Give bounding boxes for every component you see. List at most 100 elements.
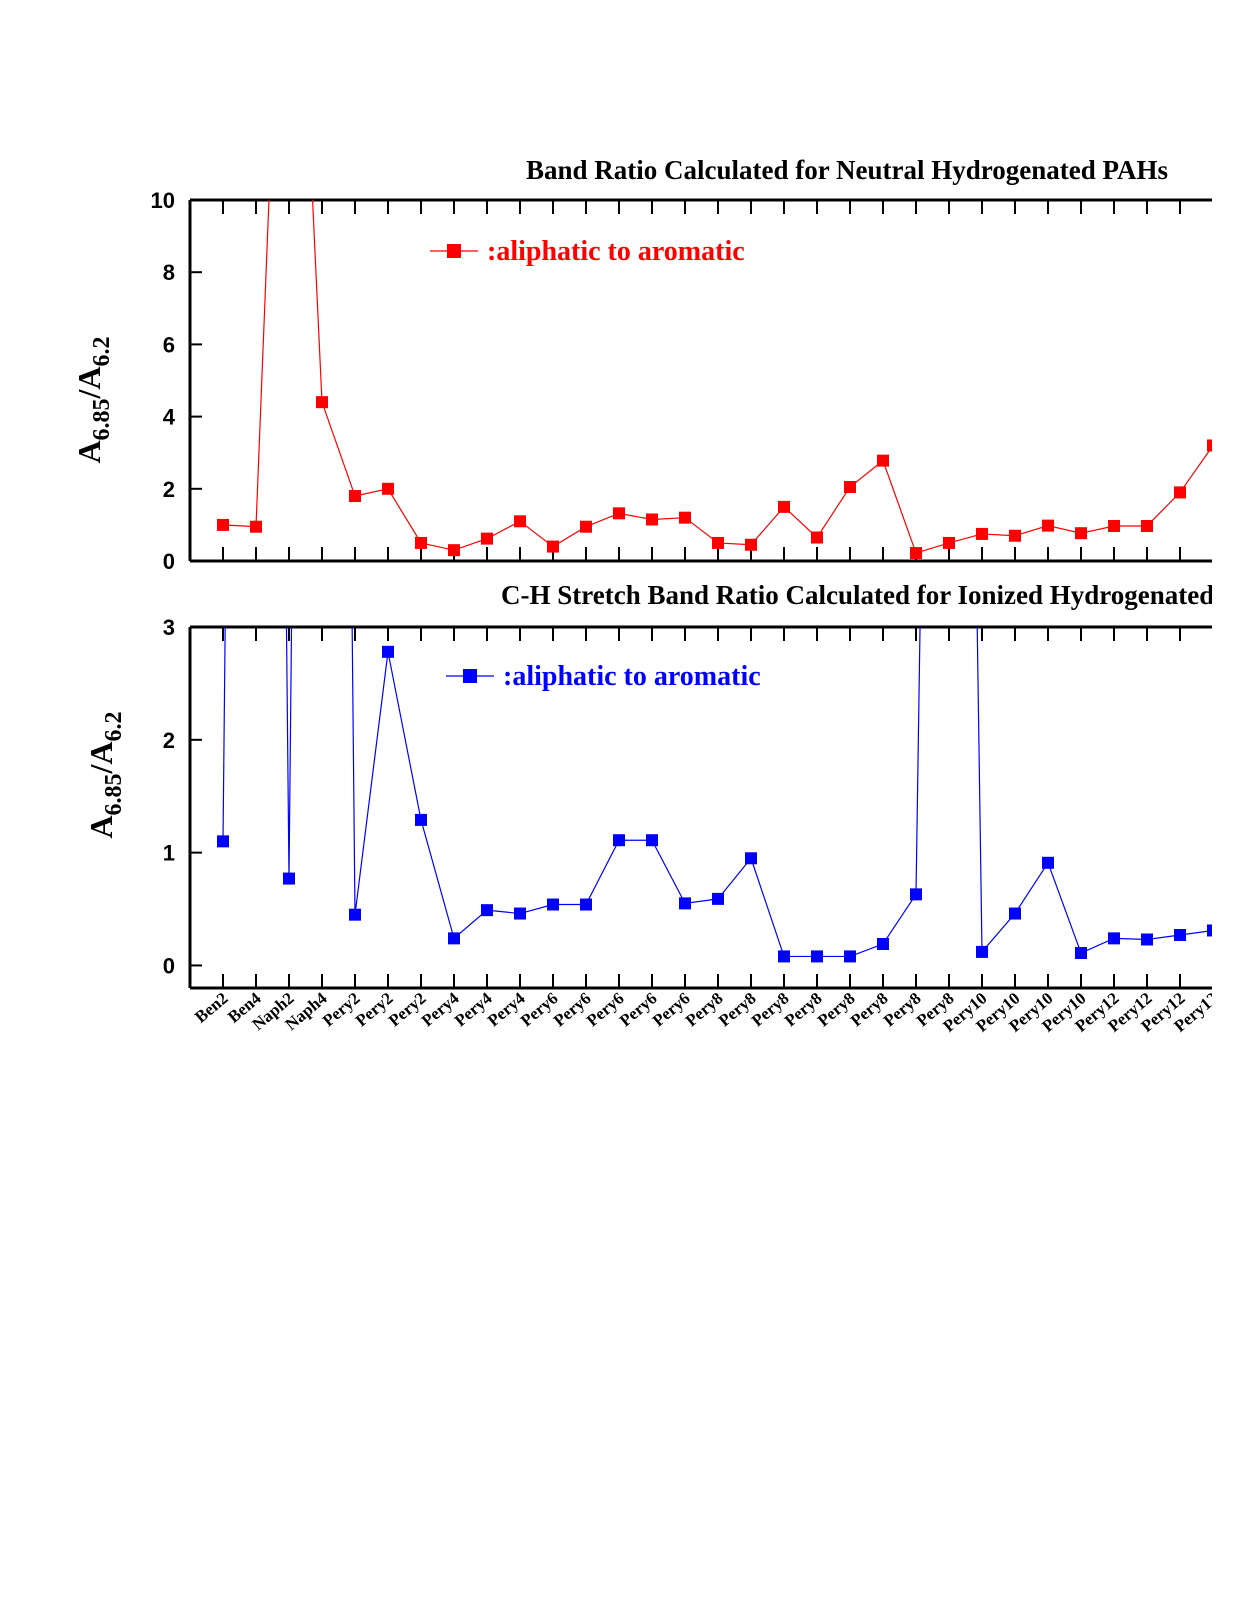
x-tick-label: Pery8 (880, 989, 925, 1031)
point (943, 536, 955, 549)
x-tick-label: Pery8 (715, 989, 760, 1031)
point (481, 532, 493, 545)
point (217, 518, 229, 531)
legend-label: :aliphatic to aromatic (487, 236, 745, 267)
point (646, 834, 658, 847)
point (1075, 947, 1087, 960)
y-axis-label: A6.85/A6.2 (83, 711, 127, 838)
point (1174, 928, 1186, 941)
point (712, 536, 724, 549)
y-tick-label: 3 (163, 615, 175, 640)
point (646, 513, 658, 526)
point (877, 938, 889, 951)
point (349, 908, 361, 921)
label-part: A (71, 440, 107, 463)
point (613, 834, 625, 847)
subscript: 6.2 (101, 711, 127, 741)
x-tick-label: Pery2 (352, 989, 397, 1031)
point (514, 515, 526, 528)
chart-title: Band Ratio Calculated for Neutral Hydrog… (526, 155, 1168, 185)
point (481, 904, 493, 917)
point (547, 898, 559, 911)
point (613, 507, 625, 520)
x-tick-label: Ben2 (191, 989, 231, 1027)
y-tick-label: 6 (163, 332, 175, 357)
point (580, 898, 592, 911)
point (547, 540, 559, 553)
point (679, 897, 691, 910)
y-axis-label: A6.85/A6.2 (71, 336, 115, 463)
point (745, 852, 757, 865)
point (844, 950, 856, 963)
point (976, 945, 988, 958)
x-tick-label: Pery6 (583, 989, 628, 1031)
label-part: /A (71, 366, 107, 399)
point (415, 813, 427, 826)
point (1108, 932, 1120, 945)
plot-area (217, 627, 1212, 963)
point (283, 872, 295, 885)
y-tick-label: 10 (151, 188, 175, 213)
point (382, 645, 394, 658)
x-tick-label: Pery6 (649, 989, 694, 1031)
point (448, 932, 460, 945)
legend-marker (447, 244, 461, 258)
point (580, 520, 592, 533)
point (844, 480, 856, 493)
x-tick-label: Pery8 (748, 989, 793, 1031)
x-tick-label: Pery4 (484, 988, 529, 1030)
y-tick-label: 1 (163, 841, 175, 866)
legend-marker (463, 669, 477, 683)
plot-area (217, 200, 1212, 560)
x-tick-label: Pery2 (385, 989, 430, 1031)
point (877, 454, 889, 467)
y-tick-label: 0 (163, 549, 175, 574)
point (745, 538, 757, 551)
point (1174, 486, 1186, 499)
label-part: A (83, 815, 119, 838)
point (448, 544, 460, 557)
point (250, 520, 262, 533)
point (1042, 519, 1054, 532)
point (778, 950, 790, 963)
series-line (222, 200, 1212, 554)
y-tick-label: 0 (163, 953, 175, 978)
y-tick-label: 2 (163, 728, 175, 753)
point (1009, 907, 1021, 920)
point (811, 531, 823, 544)
plots: Band Ratio Calculated for Neutral Hydrog… (71, 155, 1212, 1036)
point (349, 490, 361, 503)
series-line (222, 627, 1212, 958)
point (976, 527, 988, 540)
x-tick-label: Pery6 (550, 989, 595, 1031)
point (811, 950, 823, 963)
point (217, 835, 229, 848)
subscript: 6.2 (89, 336, 115, 366)
point (415, 536, 427, 549)
point (1207, 439, 1212, 452)
x-tick-label: Pery8 (781, 989, 826, 1031)
point (1075, 527, 1087, 540)
subscript: 6.85 (89, 398, 115, 440)
point (778, 500, 790, 513)
point (910, 547, 922, 560)
point (382, 482, 394, 495)
x-tick-label: Pery2 (319, 989, 364, 1031)
legend-label: :aliphatic to aromatic (503, 661, 761, 692)
point (712, 892, 724, 905)
x-tick-label: Pery6 (616, 989, 661, 1031)
point (1141, 519, 1153, 532)
point (514, 907, 526, 920)
point (1009, 529, 1021, 542)
point (1141, 933, 1153, 946)
point (1207, 924, 1212, 937)
x-tick-label: Pery4 (451, 988, 496, 1030)
x-tick-label: Pery4 (418, 988, 463, 1030)
point (1042, 856, 1054, 869)
point (316, 396, 328, 409)
subscript: 6.85 (101, 773, 127, 815)
x-tick-label: Pery8 (847, 989, 892, 1031)
x-tick-label: Pery8 (814, 989, 859, 1031)
point (1108, 519, 1120, 532)
